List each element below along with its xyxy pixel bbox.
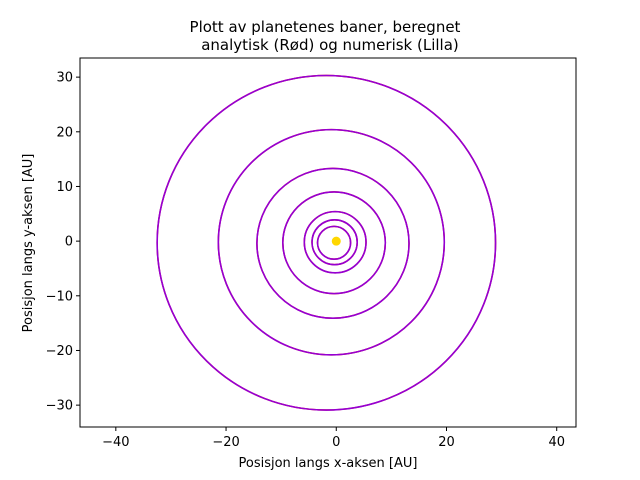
numeric-orbit-6	[217, 128, 446, 356]
x-axis-ticks: −40 −20 0 20 40	[102, 427, 565, 450]
chart-title-line-2: analytisk (Rød) og numerisk (Lilla)	[201, 36, 459, 54]
numeric-orbit-7	[156, 74, 497, 411]
y-tick-label: 30	[56, 71, 73, 86]
chart-title-line-1: Plott av planetenes baner, beregnet	[190, 18, 461, 36]
y-tick-label: 0	[65, 235, 73, 250]
numeric-orbit-3	[303, 210, 367, 274]
x-tick-label: 40	[548, 435, 565, 450]
y-axis-ticks: −30 −20 −10 0 10 20 30	[46, 71, 80, 414]
y-tick-label: −10	[46, 289, 73, 304]
numeric-orbit-5	[256, 167, 410, 320]
y-tick-label: −30	[46, 399, 73, 414]
numeric-orbit-1	[316, 225, 352, 260]
y-axis-label: Posisjon langs y-aksen [AU]	[21, 154, 36, 333]
y-tick-label: −20	[46, 344, 73, 359]
axes-frame	[79, 57, 577, 428]
y-tick-label: 20	[56, 125, 73, 140]
numeric-orbit-2	[311, 219, 359, 266]
x-tick-label: 20	[438, 435, 455, 450]
x-axis-label: Posisjon langs x-aksen [AU]	[239, 456, 418, 471]
orbit-series	[156, 74, 497, 411]
sun-layer	[331, 236, 341, 246]
x-tick-label: 0	[332, 435, 340, 450]
sun-marker	[331, 236, 341, 246]
plot-area	[79, 57, 577, 428]
y-tick-label: 10	[56, 180, 73, 195]
x-tick-label: −40	[102, 435, 129, 450]
x-tick-label: −20	[212, 435, 239, 450]
numeric-orbit-4	[282, 191, 387, 295]
